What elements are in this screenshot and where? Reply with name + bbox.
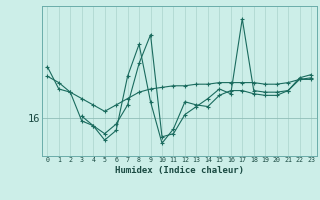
X-axis label: Humidex (Indice chaleur): Humidex (Indice chaleur) (115, 166, 244, 175)
